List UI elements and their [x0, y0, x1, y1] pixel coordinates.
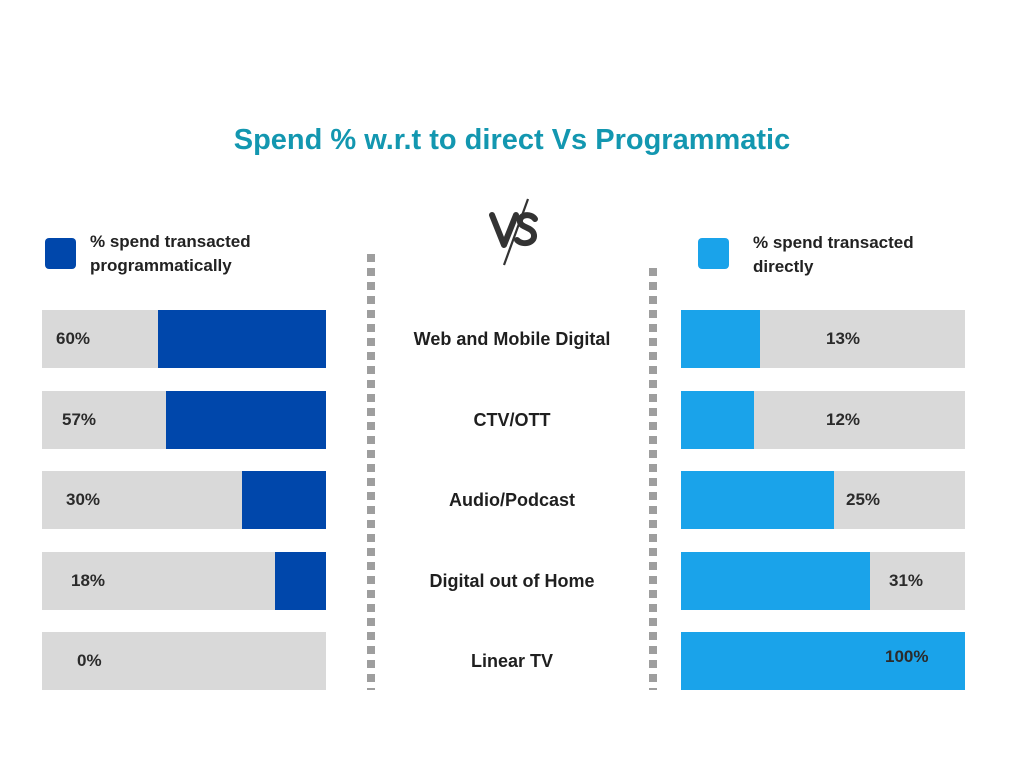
- direct-bar-track: [681, 471, 965, 529]
- vs-icon: VS: [489, 198, 538, 266]
- right-divider: [649, 268, 657, 690]
- legend-label-programmatic: % spend transacted programmatically: [90, 232, 251, 275]
- left-divider: [367, 254, 375, 690]
- category-label: Audio/Podcast: [448, 490, 575, 510]
- legend-swatch-direct: [698, 238, 729, 269]
- direct-bar: [681, 471, 834, 529]
- category-label: Web and Mobile Digital: [413, 329, 611, 349]
- direct-bar-track: [681, 390, 965, 449]
- direct-bar: [681, 390, 754, 449]
- legend-label-direct: % spend transacted directly: [753, 233, 914, 276]
- vs-v-shape: [489, 212, 519, 248]
- programmatic-value-label: 18%: [71, 570, 106, 590]
- direct-value-label: 13%: [826, 329, 861, 348]
- direct-bar: [681, 310, 760, 368]
- programmatic-value-label: 0%: [77, 651, 102, 670]
- direct-bar: [681, 632, 965, 690]
- legend-swatch-programmatic: [45, 238, 76, 269]
- category-label: CTV/OTT: [473, 409, 551, 430]
- chart-title: Spend % w.r.t to direct Vs Programmatic: [233, 124, 791, 156]
- direct-value-label: 12%: [826, 409, 861, 429]
- programmatic-value-label: 60%: [56, 329, 91, 348]
- programmatic-bar: [158, 310, 326, 368]
- programmatic-bar-track: [42, 632, 326, 690]
- programmatic-bar-track: [42, 310, 326, 368]
- direct-value-label: 100%: [885, 647, 929, 666]
- direct-value-label: 31%: [889, 570, 924, 590]
- programmatic-bar-track: [42, 471, 326, 529]
- direct-bar-track: [681, 310, 965, 368]
- programmatic-bar-track: [42, 551, 326, 610]
- programmatic-value-label: 30%: [66, 490, 101, 509]
- programmatic-bar: [242, 471, 326, 529]
- direct-value-label: 25%: [846, 490, 881, 509]
- vs-slash: [502, 198, 530, 266]
- direct-bar-track: [681, 551, 965, 610]
- programmatic-value-label: 57%: [62, 409, 97, 429]
- category-label: Linear TV: [470, 651, 554, 671]
- direct-bar-track: [681, 632, 965, 690]
- category-label: Digital out of Home: [429, 570, 595, 591]
- programmatic-bar: [275, 551, 326, 610]
- programmatic-bar-track: [42, 390, 326, 449]
- vs-s-shape: [514, 212, 538, 247]
- programmatic-bar: [166, 390, 326, 449]
- direct-bar: [681, 551, 870, 610]
